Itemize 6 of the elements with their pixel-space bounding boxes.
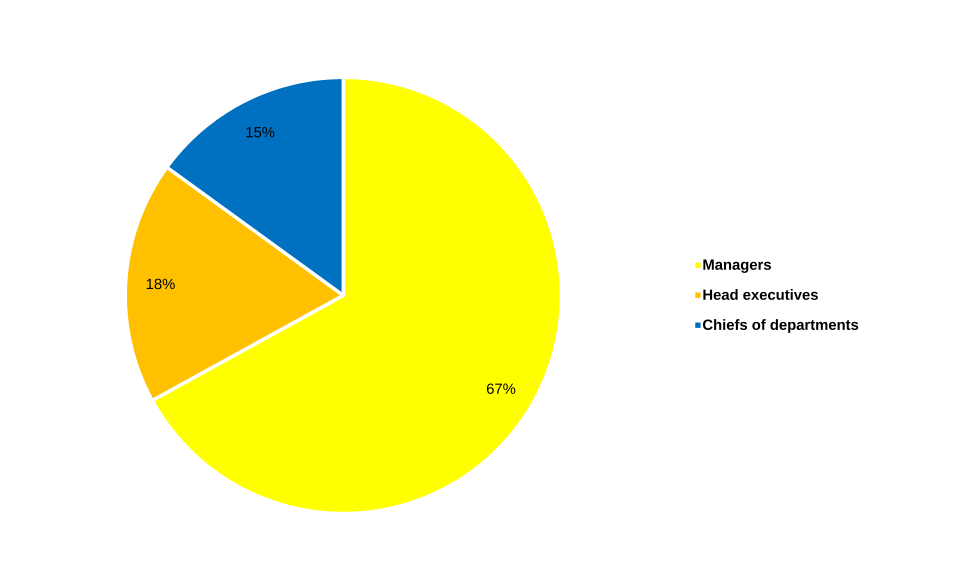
- legend-label: Managers: [703, 260, 771, 273]
- legend-label: Chiefs of departments: [703, 319, 858, 333]
- data-label: 15%: [246, 126, 274, 138]
- legend-label: Head executives: [703, 289, 818, 300]
- data-label: 67%: [486, 383, 516, 394]
- data-label: 18%: [146, 278, 175, 290]
